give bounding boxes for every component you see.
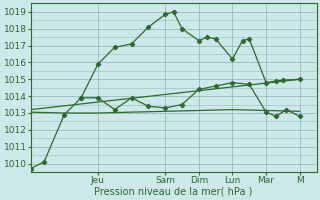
- X-axis label: Pression niveau de la mer( hPa ): Pression niveau de la mer( hPa ): [94, 187, 253, 197]
